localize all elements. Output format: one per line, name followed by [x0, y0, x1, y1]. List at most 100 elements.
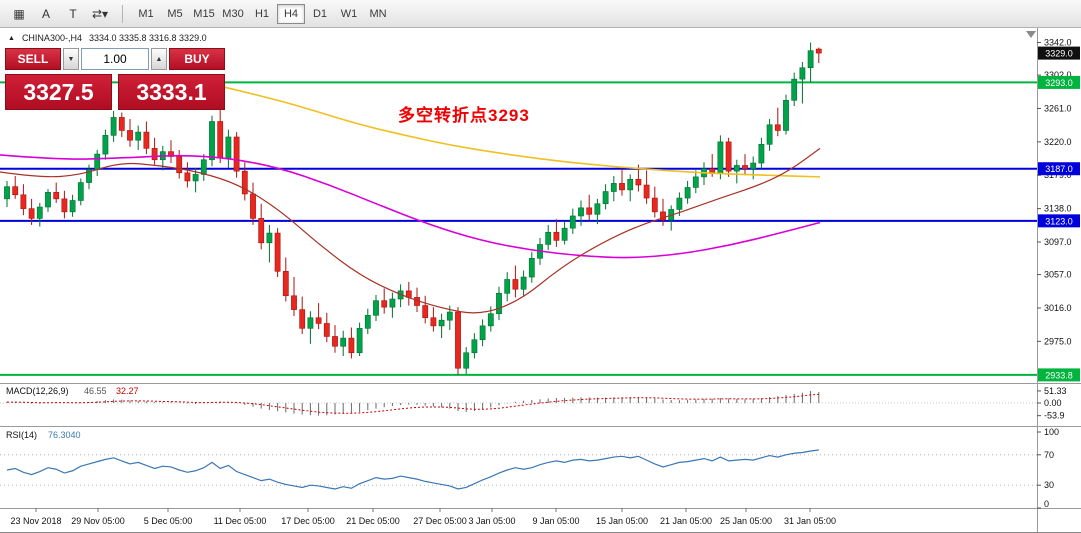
time-label: 27 Dec 05:00: [413, 516, 467, 526]
timeframe-w1[interactable]: W1: [335, 4, 363, 24]
candle-bull: [504, 279, 511, 294]
price-tick-label: 3302.0: [1044, 70, 1072, 80]
sell-price-display[interactable]: 3327.5: [5, 74, 112, 110]
candle-bear: [127, 130, 133, 141]
macd-axis-label: 0.00: [1044, 398, 1062, 408]
chart-window-icon[interactable]: ▦: [6, 3, 32, 25]
timeframe-h4[interactable]: H4: [277, 3, 305, 24]
timeframe-m30[interactable]: M30: [219, 4, 247, 24]
candle-bull: [266, 232, 273, 244]
rsi-axis-label: 100: [1044, 427, 1059, 437]
ma-line-gold: [224, 86, 821, 178]
chart-canvas[interactable]: 3342.0 3302.0 3261.0 3220.0 3179.0 3138.0 3097…: [0, 28, 1081, 533]
time-label: 25 Jan 05:00: [720, 516, 772, 526]
candle-bull: [225, 136, 232, 159]
candle-bear: [282, 271, 289, 297]
candle-bull: [209, 121, 215, 161]
trade-prices-row: 3327.5 3333.1: [5, 74, 225, 110]
price-tick-label: 2975.0: [1044, 336, 1072, 346]
candle-bear: [53, 192, 60, 200]
text-tool-icon[interactable]: A: [33, 3, 59, 25]
time-label: 21 Dec 05:00: [346, 516, 400, 526]
rsi-axis-label: 0: [1044, 499, 1049, 509]
timeframe-d1[interactable]: D1: [306, 4, 334, 24]
candle-bull: [528, 258, 535, 278]
volume-input[interactable]: [81, 48, 149, 70]
candle-bull: [733, 165, 740, 172]
buy-price-display[interactable]: 3333.1: [118, 74, 225, 110]
candle-bull: [758, 144, 765, 164]
macd-label: MACD(12,26,9): [6, 386, 69, 396]
price-tick-label: 3261.0: [1044, 103, 1072, 113]
candle-bear: [61, 198, 68, 213]
macd-value-signal: 32.27: [116, 386, 139, 396]
candle-bull: [561, 227, 568, 241]
candle-bull: [373, 300, 379, 316]
candle-bear: [184, 172, 191, 182]
ma-line-magenta: [0, 154, 821, 259]
candle-bear: [233, 136, 240, 172]
timeframe-mn[interactable]: MN: [364, 4, 392, 24]
time-axis: [35, 508, 811, 512]
timeframe-m5[interactable]: M5: [161, 4, 189, 24]
buy-button[interactable]: BUY: [169, 48, 225, 70]
top-toolbar: ▦ A T ⇄▾ M1 M5 M15 M30 H1 H4 D1 W1 MN: [0, 0, 1081, 28]
candle-bear: [250, 193, 256, 219]
sell-button[interactable]: SELL: [5, 48, 61, 70]
candle-bear: [660, 211, 666, 221]
candle-bear: [651, 197, 658, 213]
tool-icon-group: ▦ A T ⇄▾: [6, 3, 113, 25]
candle-bear: [742, 165, 748, 170]
candle-bull: [717, 141, 724, 174]
template-tool-icon[interactable]: T: [60, 3, 86, 25]
candle-bull: [69, 200, 76, 213]
candle-bear: [20, 194, 27, 209]
candle-bear: [635, 179, 642, 186]
candle-bull: [135, 131, 142, 141]
candle-bear: [815, 48, 822, 54]
volume-increase-button[interactable]: ▲: [151, 48, 167, 70]
candle-bull: [94, 153, 101, 170]
hline-price-label: 3293.0: [1045, 78, 1073, 88]
candle-bull: [86, 169, 92, 183]
timeframe-m1[interactable]: M1: [132, 4, 160, 24]
price-tick-label: 3057.0: [1044, 270, 1072, 280]
candle-bull: [799, 67, 806, 80]
candle-bull: [36, 206, 43, 219]
rsi-axis-label: 30: [1044, 480, 1054, 490]
timeframe-h1[interactable]: H1: [248, 4, 276, 24]
chart-area: 3342.0 3302.0 3261.0 3220.0 3179.0 3138.0 3097…: [0, 28, 1081, 533]
timeframe-m15[interactable]: M15: [190, 4, 218, 24]
hline-price-label-bg: [1038, 368, 1080, 382]
candle-bull: [602, 191, 609, 205]
candle-bull: [807, 50, 814, 69]
candle-bull: [692, 176, 699, 188]
time-label: 23 Nov 2018: [10, 516, 61, 526]
candle-bull: [783, 100, 789, 131]
hline-price-label-bg: [1038, 214, 1080, 228]
macd-axis-label: 51.33: [1044, 386, 1067, 396]
candle-bull: [496, 293, 502, 314]
time-label: 11 Dec 05:00: [214, 516, 267, 526]
hline-price-label: 2933.8: [1045, 370, 1073, 380]
candle-bear: [217, 121, 224, 159]
chart-annotation: 多空转折点3293: [398, 106, 530, 125]
one-click-toggle-icon[interactable]: ▲: [8, 34, 15, 42]
current-price-label-bg: [1038, 46, 1080, 60]
candle-bear: [323, 323, 330, 337]
candle-bull: [356, 328, 363, 354]
candle-bear: [299, 309, 306, 329]
draw-tools-icon[interactable]: ⇄▾: [87, 3, 113, 25]
candlestick-series: [4, 42, 822, 375]
trade-controls-row: SELL ▼ ▲ BUY: [5, 48, 225, 70]
rsi-axis-label: 70: [1044, 450, 1054, 460]
price-tick-label: 3138.0: [1044, 204, 1072, 214]
candle-bear: [291, 295, 297, 310]
candle-bull: [102, 135, 109, 155]
candle-bear: [619, 183, 625, 191]
time-label: 15 Jan 05:00: [596, 516, 648, 526]
candle-bear: [274, 232, 281, 272]
candle-bear: [455, 311, 461, 369]
volume-decrease-button[interactable]: ▼: [63, 48, 79, 70]
